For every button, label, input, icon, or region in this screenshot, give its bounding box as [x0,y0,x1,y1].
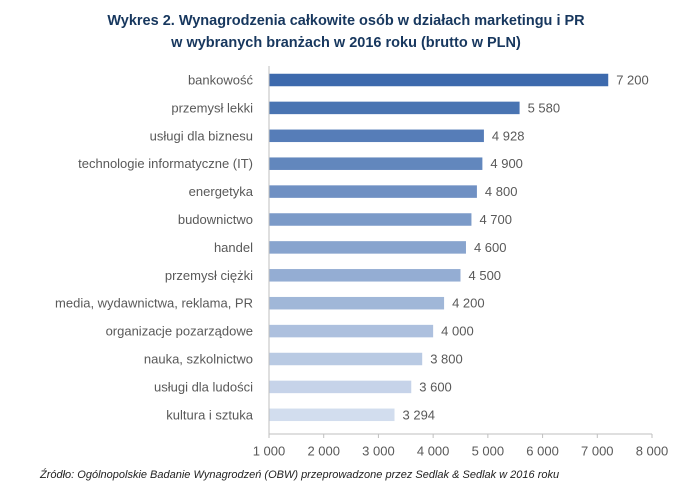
x-tick-label: 1 000 [253,444,286,459]
value-label: 4 500 [469,268,502,283]
bar [269,352,423,366]
value-label: 3 800 [430,352,463,367]
bar [269,324,434,338]
bar [269,213,472,226]
category-label: nauka, szkolnictwo [144,352,253,367]
value-label: 4 800 [485,184,518,199]
x-tick-label: 7 000 [581,444,614,459]
category-label: media, wydawnictwa, reklama, PR [55,296,253,311]
value-label: 3 294 [403,407,436,422]
bar [269,241,466,254]
value-label: 4 200 [452,296,485,311]
x-tick-label: 6 000 [526,444,559,459]
x-tick-label: 3 000 [362,444,395,459]
bar [269,129,484,143]
value-label: 5 580 [528,100,561,115]
value-label: 7 200 [616,73,649,88]
value-label: 4 600 [474,240,507,255]
chart-title: Wykres 2. Wynagrodzenia całkowite osób w… [107,13,585,29]
category-label: technologie informatyczne (IT) [78,156,253,171]
category-label: handel [214,240,253,255]
bar [269,269,461,282]
bar [269,296,445,310]
category-label: usługi dla biznesu [150,128,253,143]
bar [269,185,477,198]
bar [269,157,483,170]
x-tick-label: 2 000 [307,444,340,459]
x-tick-label: 5 000 [472,444,505,459]
chart-subtitle: w wybranych branżach w 2016 roku (brutto… [171,35,521,51]
category-label: przemysł lekki [171,100,253,115]
bar [269,380,412,394]
value-label: 4 900 [490,156,523,171]
bar [269,101,520,115]
category-label: usługi dla ludości [154,379,253,394]
category-label: bankowość [188,73,254,88]
category-label: przemysł ciężki [165,268,253,283]
x-tick-label: 4 000 [417,444,450,459]
category-label: energetyka [189,184,254,199]
value-label: 3 600 [419,379,452,394]
bar [269,408,395,422]
category-label: budownictwo [178,212,253,227]
source-note: Źródło: Ogólnopolskie Badanie Wynagrodze… [40,469,560,481]
category-label: kultura i sztuka [166,407,253,422]
category-label: organizacje pozarządowe [106,324,253,339]
value-label: 4 700 [479,212,512,227]
value-label: 4 928 [492,128,525,143]
bar [269,73,609,87]
x-tick-label: 8 000 [636,444,669,459]
value-label: 4 000 [441,324,474,339]
